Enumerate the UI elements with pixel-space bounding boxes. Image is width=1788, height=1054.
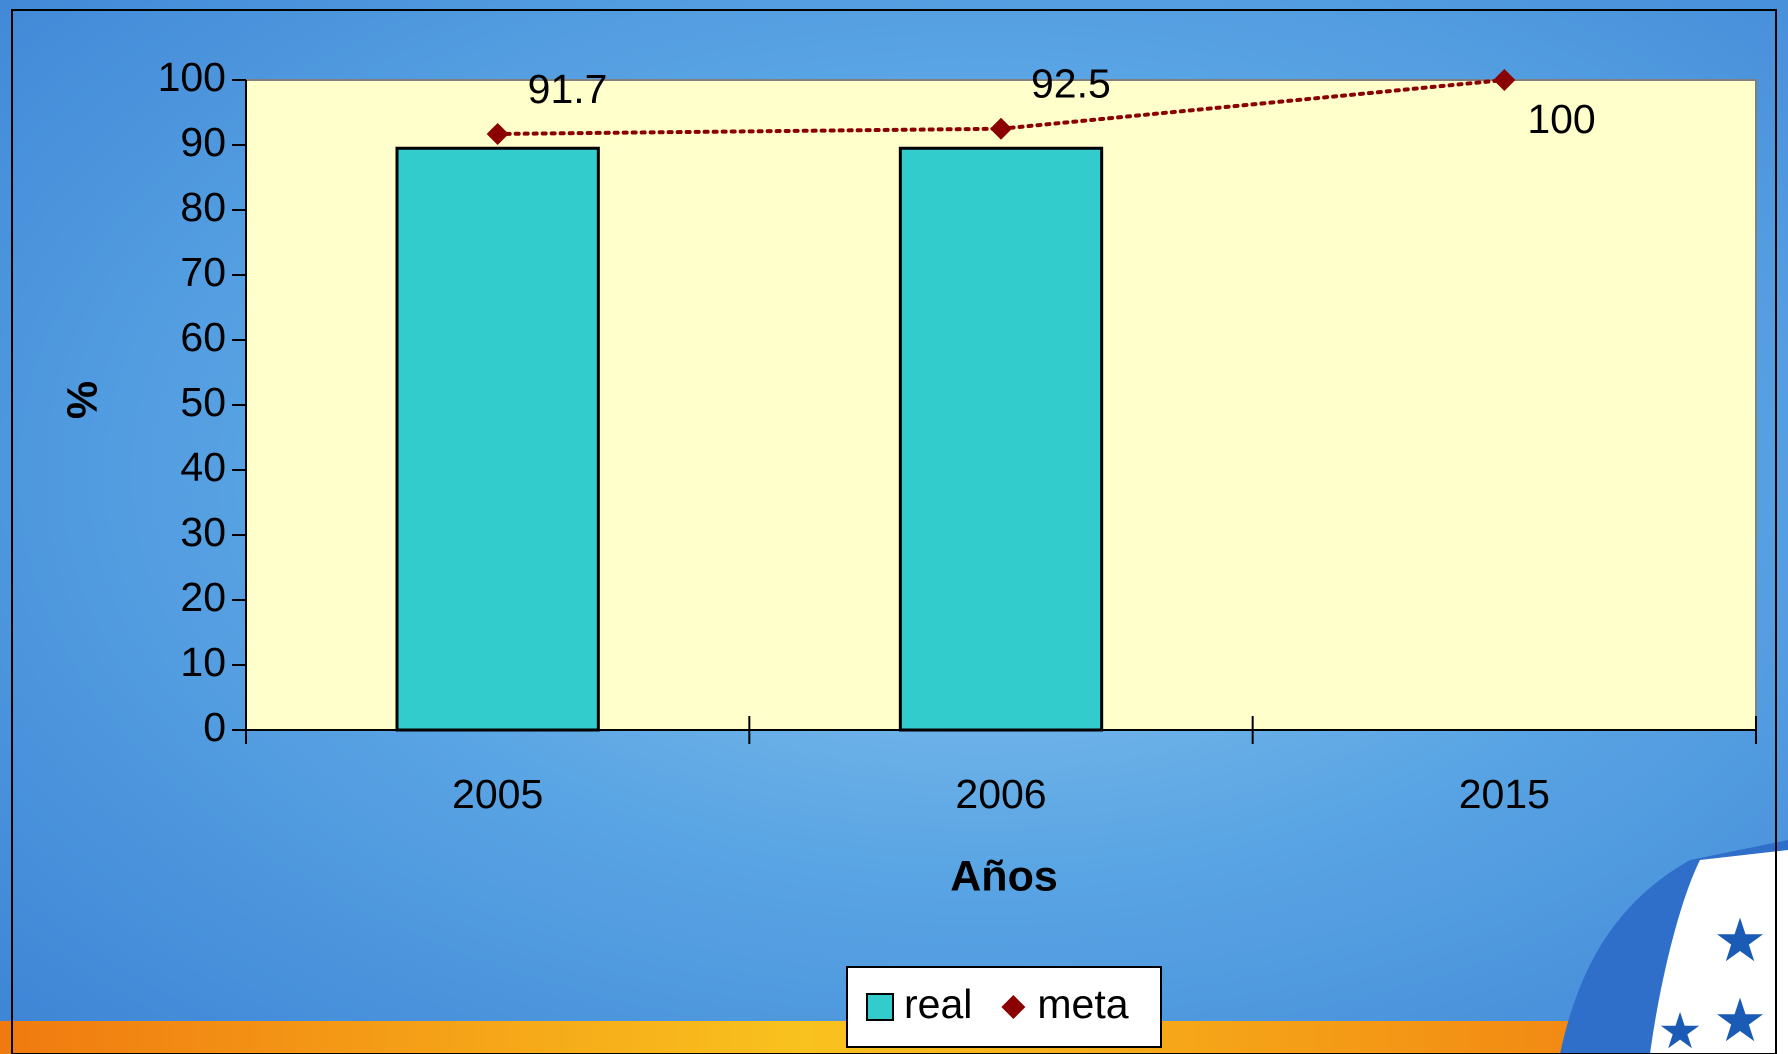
marker bbox=[1493, 69, 1516, 91]
marker bbox=[486, 122, 509, 145]
legend-swatch bbox=[1001, 995, 1026, 1019]
value-label: 100 bbox=[1527, 96, 1595, 142]
legend-label: meta bbox=[1037, 981, 1128, 1027]
y-tick-label: 30 bbox=[180, 509, 226, 555]
value-label: 92.5 bbox=[1031, 61, 1111, 107]
marker bbox=[990, 117, 1012, 140]
svg-text:★: ★ bbox=[1713, 987, 1767, 1054]
legend-swatch bbox=[866, 993, 894, 1021]
x-axis-title: Años bbox=[950, 852, 1058, 900]
y-tick-label: 100 bbox=[158, 54, 226, 100]
y-tick-label: 60 bbox=[180, 314, 226, 360]
value-label: 91.7 bbox=[528, 66, 608, 112]
bar bbox=[395, 146, 600, 732]
svg-text:★: ★ bbox=[1658, 1003, 1703, 1054]
bar bbox=[898, 146, 1104, 732]
y-tick-label: 0 bbox=[203, 704, 226, 750]
y-tick-label: 10 bbox=[180, 639, 226, 685]
y-tick-label: 90 bbox=[180, 119, 226, 165]
x-tick-label: 2015 bbox=[1459, 771, 1550, 817]
y-tick-label: 70 bbox=[180, 249, 226, 295]
y-axis-title: % bbox=[58, 381, 106, 419]
svg-text:★: ★ bbox=[1713, 907, 1767, 974]
x-tick-label: 2006 bbox=[955, 771, 1046, 817]
y-tick-label: 80 bbox=[180, 184, 226, 230]
y-tick-label: 40 bbox=[180, 444, 226, 490]
y-tick-label: 50 bbox=[180, 379, 226, 425]
x-tick-label: 2005 bbox=[452, 771, 543, 817]
flag-decoration: ★ ★ ★ bbox=[1560, 840, 1788, 1054]
legend: real meta bbox=[846, 966, 1162, 1048]
legend-label: real bbox=[904, 981, 972, 1027]
frame bbox=[11, 9, 1777, 1054]
y-tick-label: 20 bbox=[180, 574, 226, 620]
